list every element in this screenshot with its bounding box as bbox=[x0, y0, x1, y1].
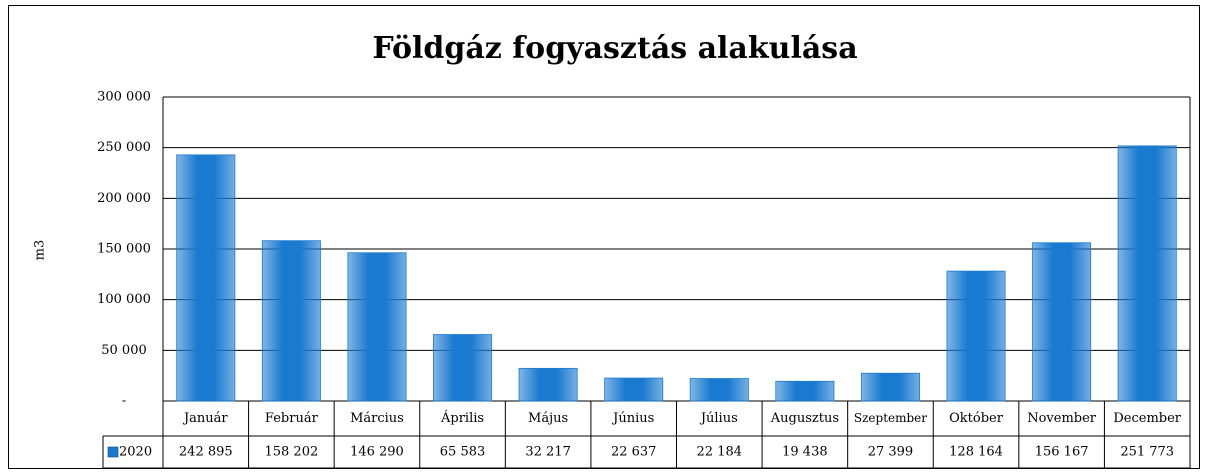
bar bbox=[176, 154, 236, 402]
table-value: 128 164 bbox=[949, 445, 1003, 460]
table-value: 22 184 bbox=[697, 445, 743, 460]
y-tick-label: 50 000 bbox=[101, 343, 147, 358]
bar bbox=[689, 378, 749, 402]
table-value: 19 438 bbox=[782, 445, 828, 460]
x-tick-label: November bbox=[1027, 411, 1097, 426]
table-value: 22 637 bbox=[611, 445, 657, 460]
legend-swatch bbox=[107, 446, 119, 458]
y-axis-label: m3 bbox=[33, 240, 48, 261]
y-tick-label: 150 000 bbox=[97, 242, 151, 257]
bar bbox=[518, 367, 578, 402]
x-tick-label: Február bbox=[265, 411, 319, 426]
bar bbox=[1117, 145, 1177, 402]
bar bbox=[347, 252, 407, 402]
x-tick-label: December bbox=[1113, 411, 1181, 426]
table-value: 65 583 bbox=[440, 445, 486, 460]
bar bbox=[946, 270, 1006, 402]
table-value: 251 773 bbox=[1120, 445, 1174, 460]
y-tick-label: 100 000 bbox=[97, 292, 151, 307]
chart-title: Földgáz fogyasztás alakulása bbox=[372, 31, 857, 66]
y-tick-label: - bbox=[122, 394, 126, 409]
bar bbox=[775, 380, 835, 402]
bar bbox=[860, 372, 920, 402]
x-tick-label: Június bbox=[611, 411, 654, 426]
bar bbox=[433, 334, 493, 402]
x-tick-label: Május bbox=[528, 411, 568, 426]
y-tick-label: 300 000 bbox=[97, 90, 151, 105]
bar bbox=[261, 240, 321, 402]
x-tick-label: Szeptember bbox=[854, 411, 927, 425]
legend-label: 2020 bbox=[119, 445, 152, 460]
table-value: 158 202 bbox=[264, 445, 318, 460]
bar bbox=[1032, 242, 1092, 402]
table-value: 146 290 bbox=[350, 445, 404, 460]
table-value: 27 399 bbox=[868, 445, 914, 460]
x-tick-label: Április bbox=[440, 410, 484, 426]
x-tick-label: Március bbox=[350, 411, 404, 426]
table-value: 242 895 bbox=[179, 445, 233, 460]
bar bbox=[604, 377, 664, 402]
x-tick-label: Augusztus bbox=[770, 411, 839, 426]
x-tick-label: Január bbox=[182, 411, 228, 426]
table-value: 156 167 bbox=[1035, 445, 1089, 460]
y-tick-label: 200 000 bbox=[97, 191, 151, 206]
y-tick-label: 250 000 bbox=[97, 140, 151, 155]
table-value: 32 217 bbox=[525, 445, 571, 460]
x-tick-label: Július bbox=[699, 411, 738, 426]
x-tick-label: Október bbox=[949, 411, 1004, 426]
